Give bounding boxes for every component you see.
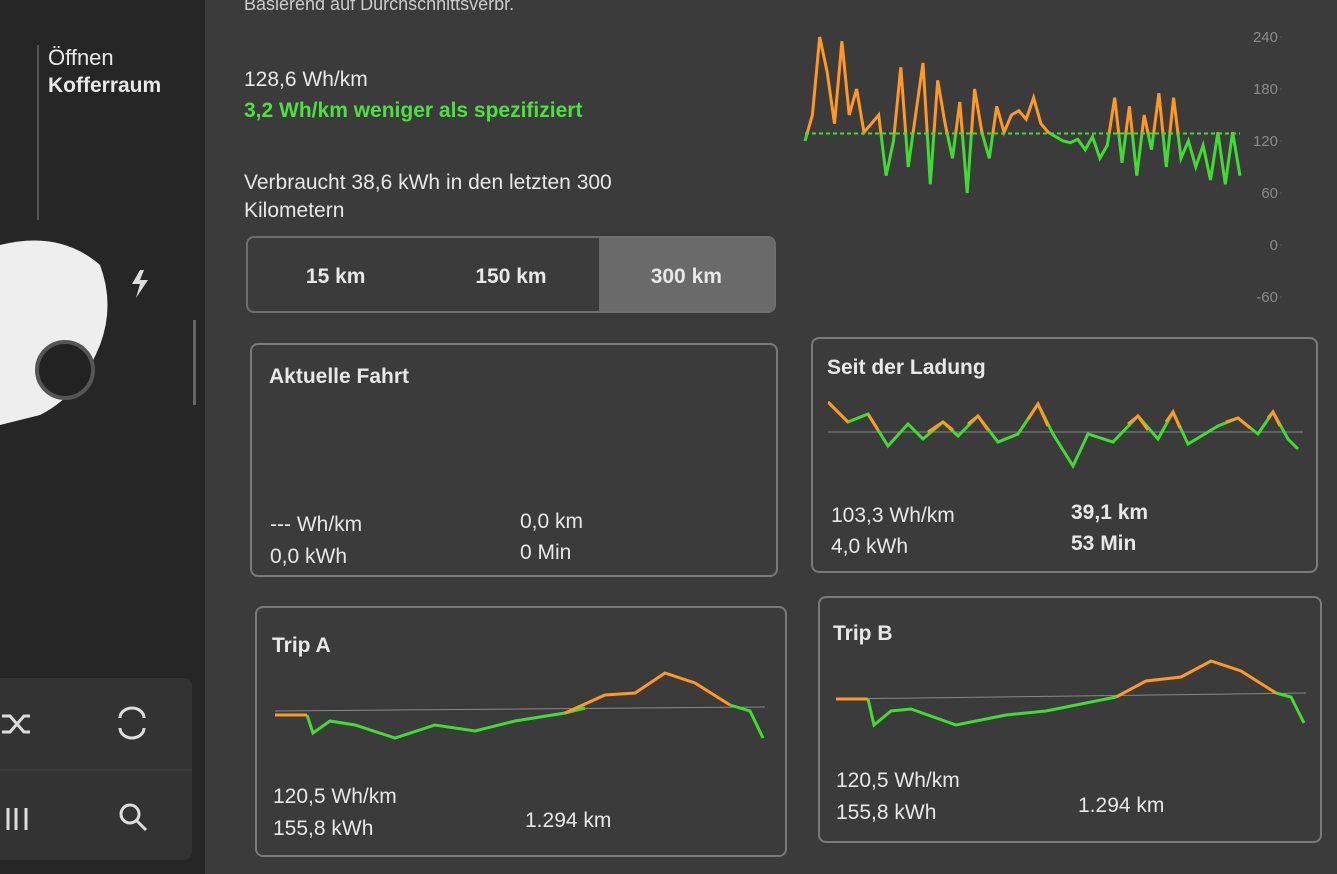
note: Basierend auf Durchschnittsverbr. (244, 0, 515, 14)
stat: 155,8 kWh (273, 817, 374, 840)
card-title: Trip B (833, 622, 893, 645)
range-tabs: 15 km 150 km 300 km (246, 236, 776, 313)
y-tick-label: 60 (1261, 185, 1278, 202)
stat: 4,0 kWh (831, 535, 909, 558)
stat: --- Wh/km (270, 513, 363, 536)
divider (37, 45, 39, 220)
card: Trip A 120,5 Wh/km 155,8 kWh 1.294 km (255, 606, 787, 857)
stat: 0 Min (520, 541, 572, 564)
consumption-chart: 240 180 120 60 0 -60 (803, 29, 1282, 306)
card-title: Trip A (272, 634, 331, 657)
range-tab[interactable]: 150 km (475, 265, 547, 288)
sparkline (828, 400, 1303, 470)
y-tick-label: 0 (1270, 237, 1278, 254)
range-tab[interactable]: 300 km (598, 238, 774, 311)
y-tick-label: 240 (1253, 29, 1278, 46)
trunk-label[interactable]: Kofferraum (48, 74, 162, 97)
y-tick-label: 120 (1253, 133, 1278, 150)
y-tick-label: 180 (1253, 81, 1278, 98)
car-image (0, 240, 148, 425)
range-tab[interactable]: 15 km (305, 265, 366, 288)
card-title: Aktuelle Fahrt (269, 365, 410, 388)
stat: 120,5 Wh/km (273, 785, 397, 808)
sparkline (275, 671, 766, 740)
stat: 0,0 kWh (270, 545, 348, 568)
stat: 120,5 Wh/km (836, 769, 960, 792)
sidebar: Öffnen Kofferraum (0, 0, 205, 874)
difference: 3,2 Wh/km weniger als spezifiziert (244, 99, 583, 122)
sparkline (836, 659, 1307, 728)
stat: 1.294 km (1078, 794, 1165, 817)
scrollbar (193, 320, 196, 405)
media-panel (0, 678, 192, 860)
stat: 53 Min (1071, 532, 1137, 555)
average: 128,6 Wh/km (244, 68, 368, 91)
stat: 39,1 km (1071, 501, 1149, 524)
stat: 155,8 kWh (836, 801, 937, 824)
consumption-line (805, 36, 1235, 134)
card: Aktuelle Fahrt --- Wh/km 0,0 km 0,0 kWh … (250, 343, 778, 577)
open-label: Öffnen (48, 45, 114, 70)
consumed: Verbraucht 38,6 kWh in den letzten 300 K… (244, 171, 612, 222)
stat: 0,0 km (520, 510, 584, 533)
stat: 103,3 Wh/km (831, 504, 955, 527)
card-title: Seit der Ladung (827, 356, 986, 379)
y-tick-label: -60 (1256, 289, 1278, 306)
media-icons (0, 706, 192, 832)
consumption-line (803, 133, 1242, 194)
card: Seit der Ladung 103,3 Wh/km 39,1 km 4,0 … (811, 337, 1318, 573)
stat: 1.294 km (525, 809, 612, 832)
card: Trip B 120,5 Wh/km 155,8 kWh 1.294 km (818, 596, 1322, 843)
